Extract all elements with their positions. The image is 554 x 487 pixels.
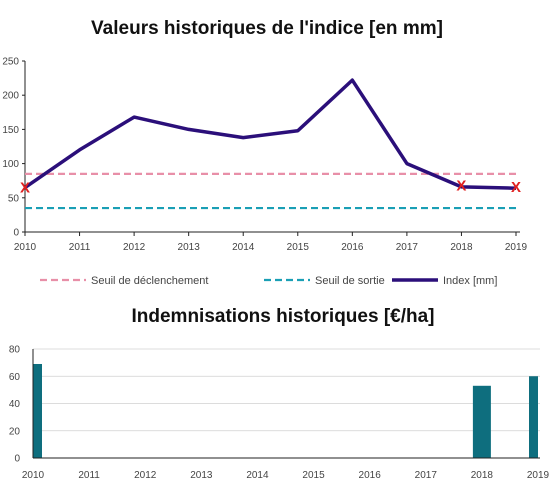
line-chart-series <box>24 78 517 210</box>
bar-2010 <box>33 363 42 458</box>
bar-2019 <box>529 376 538 458</box>
legend-label-1: Seuil de déclenchement <box>91 275 208 287</box>
line-chart-x-tick-label: 2012 <box>123 242 146 253</box>
x-marker: X <box>20 180 30 197</box>
line-chart-x-tick-label: 2015 <box>287 242 310 253</box>
line-chart-x-tick-label: 2019 <box>505 242 528 253</box>
line-chart-y-tick-label: 50 <box>8 193 20 204</box>
bar-chart-y-tick-label: 60 <box>9 372 21 383</box>
line-chart-x-tick-label: 2013 <box>178 242 201 253</box>
bar-chart-y-tick-label: 80 <box>9 345 21 356</box>
line-chart-x-tick-label: 2010 <box>14 242 37 253</box>
x-marker: X <box>456 177 466 194</box>
legend-label-3: Index [mm] <box>443 275 497 287</box>
bar-chart-bars <box>33 363 538 458</box>
bar-chart-x-tick-label: 2010 <box>22 470 45 481</box>
bar-chart: Indemnisations historiques [€/ha] 0 20 40 6… <box>9 306 550 481</box>
line-chart-y-tick-label: 250 <box>2 57 19 68</box>
bar-chart-y-tick-label: 20 <box>9 426 21 437</box>
bar-chart-x-tick-label: 2019 <box>527 470 550 481</box>
bar-2018 <box>472 385 491 458</box>
line-chart-x-tick-label: 2011 <box>69 242 91 253</box>
legend-label-2: Seuil de sortie <box>315 275 385 287</box>
bar-chart-x-tick-label: 2015 <box>302 470 325 481</box>
bar-chart-x-tick-label: 2011 <box>78 470 100 481</box>
line-chart-x-tick-label: 2017 <box>396 242 419 253</box>
line-chart-x-tick-label: 2016 <box>341 242 364 253</box>
bar-chart-grid <box>33 348 540 432</box>
line-chart-y-tick-label: 100 <box>2 159 19 170</box>
bar-chart-axes: 0 20 40 60 80 2010 2011 2012 2013 2014 2015 2016 201… <box>9 345 550 482</box>
line-series-3 <box>24 78 517 190</box>
line-chart-x-tick-label: 2014 <box>232 242 255 253</box>
line-chart-axes: 0 50 100 150 200 250 2010 2011 2012 2013 2014 2015 2… <box>2 57 527 254</box>
bar-chart-x-tick-label: 2014 <box>246 470 269 481</box>
line-chart-y-tick-label: 150 <box>2 125 19 136</box>
line-chart-title: Valeurs historiques de l'indice [en mm] <box>91 18 443 39</box>
bar-chart-y-tick-label: 0 <box>14 454 20 465</box>
x-marker: X <box>511 179 521 196</box>
bar-chart-y-tick-label: 40 <box>9 399 21 410</box>
bar-chart-x-tick-label: 2016 <box>359 470 382 481</box>
bar-chart-x-tick-label: 2017 <box>415 470 438 481</box>
bar-chart-title: Indemnisations historiques [€/ha] <box>132 306 435 327</box>
line-chart-x-tick-label: 2018 <box>450 242 473 253</box>
bar-chart-x-tick-label: 2012 <box>134 470 157 481</box>
bar-chart-x-tick-label: 2013 <box>190 470 213 481</box>
line-chart: Valeurs historiques de l'indice [en mm] … <box>2 18 527 287</box>
bar-chart-x-tick-label: 2018 <box>471 470 494 481</box>
line-chart-legend: Seuil de déclenchement Seuil de sortie Ind… <box>40 275 497 287</box>
line-chart-y-tick-label: 200 <box>2 91 19 102</box>
line-chart-y-tick-label: 0 <box>13 228 19 239</box>
